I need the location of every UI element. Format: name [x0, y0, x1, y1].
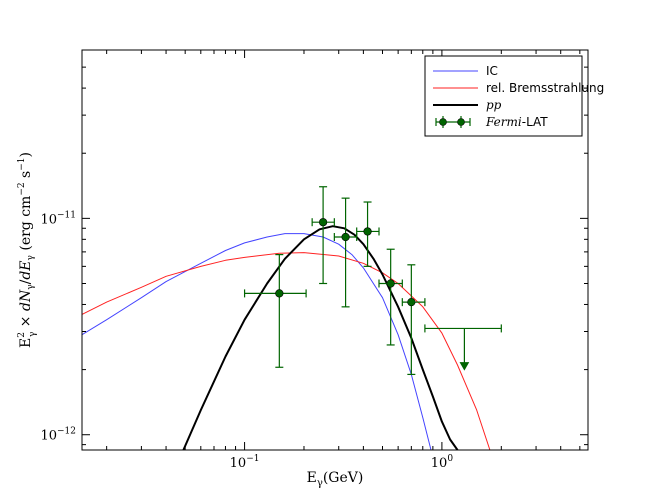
legend-label-ic: IC	[486, 64, 498, 78]
fermi-lat-upper-limit	[424, 324, 502, 371]
data-marker	[341, 232, 350, 242]
legend-label-fermi-lat: Fermi-LAT	[485, 115, 548, 129]
series-line-pp	[182, 225, 459, 450]
data-points-layer	[243, 186, 502, 376]
fermi-lat-point	[401, 264, 426, 376]
fermi-lat-point	[356, 201, 380, 267]
chart-legend: IC rel. Bremsstrahlung pp Fermi-LAT	[424, 55, 604, 137]
data-marker	[407, 298, 416, 307]
legend-label-bremsstrahlung: rel. Bremsstrahlung	[486, 81, 604, 95]
y-axis-label: E2γ × dNγ/dEγ (erg cm−2 s−1)	[17, 152, 38, 348]
upper-limit-arrow	[459, 362, 470, 371]
curves-layer	[82, 225, 491, 450]
series-line-ic	[82, 233, 432, 450]
legend-label-fermi-italic: Fermi	[485, 115, 522, 129]
fermi-lat-point	[378, 248, 403, 346]
data-marker	[386, 279, 395, 288]
plot-frame	[81, 49, 589, 451]
y-tick-label: 10−12	[40, 427, 76, 444]
x-tick-label: 10−1	[230, 454, 260, 471]
axis-ticks-layer: 10−1 100 10−12 10−11	[40, 49, 588, 471]
data-marker	[363, 227, 372, 236]
data-marker	[275, 289, 284, 298]
data-marker	[319, 218, 328, 227]
fermi-lat-point	[243, 254, 307, 368]
y-tick-label: 10−11	[40, 210, 76, 227]
legend-box	[424, 55, 583, 137]
legend-label-pp: pp	[486, 98, 502, 112]
series-line-rel-bremsstrahlung	[82, 252, 491, 450]
x-tick-label: 100	[431, 454, 454, 471]
fermi-lat-point	[311, 186, 335, 285]
legend-swatch-fermi-lat	[435, 116, 471, 128]
svg-text:E2γ × dNγ/dEγ (erg cm−2 s−1): E2γ × dNγ/dEγ (erg cm−2 s−1)	[17, 152, 38, 348]
legend-label-fermi-plain: -LAT	[522, 115, 549, 129]
